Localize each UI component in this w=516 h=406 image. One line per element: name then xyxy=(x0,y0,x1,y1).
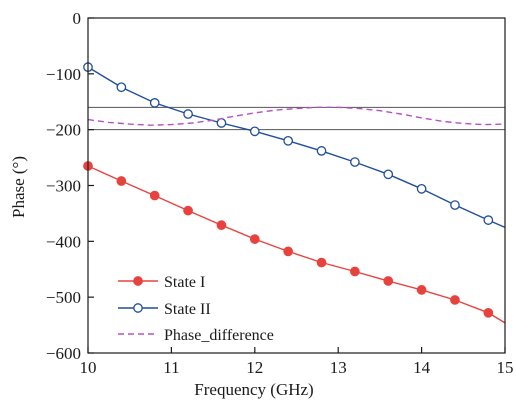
data-point xyxy=(249,234,260,244)
x-axis: 10 11 12 13 14 15 xyxy=(80,347,514,377)
data-point xyxy=(350,266,360,277)
data-point xyxy=(249,126,260,137)
legend-label: State I xyxy=(164,274,205,291)
reference-lines xyxy=(88,106,505,131)
series-1 xyxy=(83,161,506,324)
data-point xyxy=(383,169,394,180)
y-tick-label: −500 xyxy=(46,288,81,307)
x-tick-label: 14 xyxy=(413,358,431,377)
data-point xyxy=(383,276,394,286)
data-point xyxy=(483,215,494,225)
data-point xyxy=(216,118,227,128)
data-point xyxy=(149,190,160,201)
data-point xyxy=(450,200,460,210)
y-tick-label: −300 xyxy=(46,177,81,196)
legend-marker xyxy=(133,276,143,286)
plot-frame xyxy=(87,17,506,354)
x-tick-label: 11 xyxy=(163,358,179,377)
data-point xyxy=(116,176,127,186)
legend-label: State II xyxy=(164,301,211,318)
series-line xyxy=(87,165,506,324)
data-point xyxy=(216,220,227,230)
legend: State I State II Phase_difference xyxy=(118,274,274,344)
legend-item: Phase_difference xyxy=(118,327,274,344)
y-axis: 0 −100 −200 −300 −400 −500 −600 xyxy=(46,9,94,363)
legend-item: State I xyxy=(118,274,205,291)
y-tick-label: 0 xyxy=(73,9,82,28)
y-tick-label: −600 xyxy=(46,344,81,363)
data-point xyxy=(149,98,160,108)
y-axis-title: Phase (°) xyxy=(9,156,28,218)
x-tick-label: 10 xyxy=(80,358,97,377)
x-tick-label: 15 xyxy=(497,358,514,377)
data-point xyxy=(183,109,193,119)
data-point xyxy=(450,295,460,305)
series-layer xyxy=(83,62,506,324)
data-point xyxy=(350,157,360,167)
legend-marker xyxy=(133,303,143,313)
y-tick-label: −400 xyxy=(46,232,81,251)
data-point xyxy=(416,184,427,194)
data-point xyxy=(183,205,193,216)
data-point xyxy=(116,82,127,93)
legend-item: State II xyxy=(118,301,211,318)
series-2 xyxy=(83,62,506,229)
data-point xyxy=(316,146,327,156)
x-axis-title: Frequency (GHz) xyxy=(194,380,313,399)
x-tick-label: 12 xyxy=(246,358,263,377)
legend-label: Phase_difference xyxy=(164,327,274,344)
data-point xyxy=(316,257,327,268)
data-point xyxy=(416,285,427,295)
series-line xyxy=(87,106,506,126)
data-point xyxy=(283,135,294,146)
data-point xyxy=(283,246,294,257)
y-tick-label: −200 xyxy=(46,121,81,140)
series-3 xyxy=(87,106,506,126)
y-tick-label: −100 xyxy=(46,65,81,84)
series-line xyxy=(87,66,506,229)
data-point xyxy=(483,307,494,318)
x-tick-label: 13 xyxy=(330,358,347,377)
